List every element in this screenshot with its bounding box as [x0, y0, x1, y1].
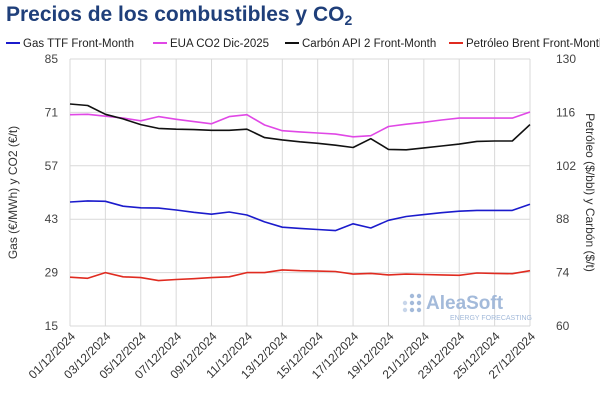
- legend-label: Gas TTF Front-Month: [23, 38, 134, 50]
- chart-title: Precios de los combustibles y CO2: [6, 3, 353, 28]
- y-right-tick-label: 60: [556, 319, 570, 333]
- y-left-tick-label: 43: [45, 212, 59, 226]
- y-left-axis-label: Gas (€/MWh) y CO2 (€/t): [6, 126, 20, 259]
- y-left-tick-label: 29: [45, 266, 59, 280]
- y-right-tick-label: 74: [556, 266, 570, 280]
- legend-label: Carbón API 2 Front-Month: [302, 38, 436, 50]
- legend-label: Petróleo Brent Front-Month: [466, 38, 600, 50]
- series-line-eua-co2-dic-2025: [69, 111, 531, 138]
- axes: 15294357718560748810211613001/12/202403/…: [6, 52, 597, 382]
- aleasoft-watermark: AleaSoft ENERGY FORECASTING: [402, 293, 532, 322]
- gridlines: [69, 58, 531, 327]
- y-right-tick-label: 116: [556, 105, 575, 119]
- series-lines: [69, 103, 531, 282]
- y-right-tick-label: 102: [556, 159, 576, 173]
- y-right-axis-label: Petróleo ($/bbl) y Carbón ($/t): [583, 113, 597, 272]
- watermark-brand: AleaSoft: [426, 293, 504, 314]
- series-line-carbon-api-2-front-month: [69, 103, 531, 151]
- y-left-tick-label: 85: [45, 52, 59, 66]
- watermark-tagline: ENERGY FORECASTING: [450, 315, 532, 322]
- legend-label: EUA CO2 Dic-2025: [170, 38, 269, 50]
- y-right-tick-label: 88: [556, 212, 570, 226]
- series-line-petroleo-brent-front-month: [69, 269, 531, 282]
- aleasoft-logo-icon: [402, 293, 422, 313]
- y-left-tick-label: 71: [45, 105, 59, 119]
- y-right-tick-label: 130: [556, 52, 576, 66]
- y-left-tick-label: 57: [45, 159, 59, 173]
- legend: Gas TTF Front-Month EUA CO2 Dic-2025 Carbó…: [6, 38, 600, 50]
- y-left-tick-label: 15: [45, 319, 59, 333]
- series-line-gas-ttf-front-month: [69, 200, 531, 232]
